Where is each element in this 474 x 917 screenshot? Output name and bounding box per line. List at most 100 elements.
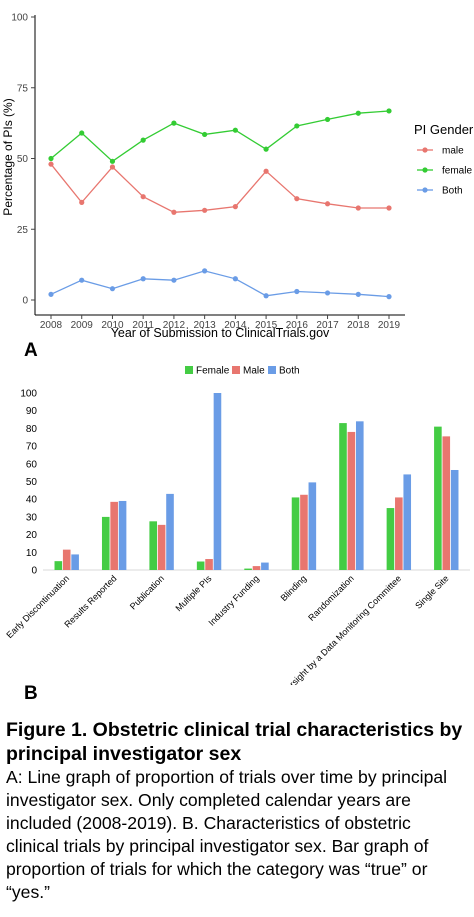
data-point-female: [355, 110, 361, 116]
bar-both: [450, 469, 459, 570]
x-tick-label: 2013: [194, 320, 217, 331]
legend-entry: female: [442, 166, 472, 177]
y-tick-label: 100: [20, 389, 37, 400]
legend-entry: Male: [243, 366, 265, 377]
x-tick-label: 2009: [71, 320, 94, 331]
legend-entry: Female: [196, 366, 230, 377]
y-tick-label: 30: [26, 512, 38, 523]
data-point-female: [202, 131, 208, 138]
x-tick-label: 2011: [132, 320, 154, 331]
data-point-male: [324, 201, 331, 207]
panel-label-b: B: [24, 683, 38, 704]
bar-male: [157, 524, 166, 570]
data-point-female: [263, 146, 269, 152]
data-point-female: [109, 158, 116, 164]
data-point-male: [202, 207, 208, 213]
bar-both: [261, 562, 269, 570]
x-tick-label: 2015: [255, 320, 278, 331]
category-label: Publication: [128, 573, 166, 611]
y-tick-label: 80: [26, 424, 38, 435]
data-point-both: [355, 291, 361, 297]
data-point-male: [232, 204, 238, 210]
category-label: Early Discontinuation: [4, 573, 71, 640]
y-tick-label: 70: [26, 442, 38, 453]
legend-entry: male: [442, 146, 464, 157]
y-tick-label: 0: [31, 566, 37, 577]
y-tick-label: 90: [26, 406, 38, 417]
bar-female: [196, 561, 205, 570]
figure-caption: Figure 1. Obstetric clinical trial chara…: [6, 718, 468, 904]
category-label: Multiple PIs: [173, 573, 213, 613]
category-label: Blinding: [279, 573, 309, 603]
bar-male: [205, 559, 213, 570]
y-tick-label: 25: [17, 225, 29, 236]
legend-key-point: [422, 147, 428, 153]
bars: [54, 393, 459, 570]
legend: Female Male Both: [185, 366, 300, 377]
data-point-female: [79, 130, 85, 136]
line-chart-pi-gender: Percentage of PIs (%) Year of Submission…: [1, 13, 474, 341]
legend-key-point: [422, 187, 428, 193]
x-tick-label: 2016: [286, 320, 309, 331]
axes: 0 25 50 75 100 2008 2009 2010 2011 2012 2013 2014 20…: [11, 13, 405, 331]
data-point-male: [48, 161, 54, 167]
bar-both: [308, 482, 317, 570]
data-point-both: [232, 276, 238, 282]
x-tick-label: 2010: [101, 320, 124, 331]
data-point-both: [202, 268, 208, 274]
bar-both: [355, 421, 364, 570]
bar-chart-trial-characteristics: Female Male Both 0 10 20 30 40 50 60 70 80 90 100 Ear…: [4, 366, 470, 685]
data-point-both: [386, 294, 392, 300]
series-lines: [48, 108, 392, 300]
data-point-male: [109, 164, 116, 170]
series-line-female: [50, 110, 390, 163]
x-axis-label: Year of Submission to ClinicalTrials.gov: [111, 326, 330, 340]
y-axis-label: Percentage of PIs (%): [1, 98, 15, 215]
y-tick-label: 50: [17, 154, 29, 165]
data-point-male: [79, 199, 85, 205]
bar-male: [252, 566, 261, 570]
series-line-both: [50, 270, 390, 298]
y-tick-label: 60: [26, 459, 38, 470]
series-line-male: [50, 163, 389, 213]
category-label: Results Reported: [62, 573, 118, 629]
caption-body: A: Line graph of proportion of trials ov…: [6, 767, 448, 902]
data-point-male: [263, 168, 269, 174]
legend-swatch: [185, 366, 193, 374]
bar-female: [244, 568, 252, 570]
x-tick-label: 2018: [347, 320, 370, 331]
bar-male: [62, 549, 71, 570]
legend-title: PI Gender: [414, 122, 474, 137]
data-point-male: [386, 205, 392, 211]
data-point-both: [79, 277, 85, 283]
bar-female: [386, 508, 395, 570]
bar-both: [213, 393, 222, 570]
bar-male: [110, 501, 118, 570]
bar-female: [339, 423, 347, 570]
y-tick-label: 75: [17, 83, 29, 94]
legend-key-point: [422, 167, 428, 173]
data-point-male: [294, 196, 300, 202]
y-tick-label: 100: [11, 13, 28, 24]
data-point-both: [109, 286, 116, 292]
y-tick-label: 10: [26, 548, 38, 559]
y-tick-label: 50: [26, 477, 38, 488]
data-point-both: [263, 293, 269, 299]
y-tick-label: 40: [26, 495, 38, 506]
bar-female: [291, 497, 300, 570]
legend: PI Gender male female Both: [414, 122, 474, 197]
category-label: Industry Funding: [206, 573, 260, 627]
bar-male: [347, 431, 356, 570]
data-point-both: [140, 276, 146, 282]
bar-female: [54, 561, 63, 570]
data-point-female: [232, 127, 238, 133]
x-tick-label: 2014: [224, 320, 247, 331]
y-tick-label: 20: [26, 530, 38, 541]
bar-female: [434, 426, 442, 570]
data-point-both: [324, 290, 331, 296]
data-point-female: [324, 116, 331, 123]
x-tick-label: 2008: [40, 320, 63, 331]
x-tick-label: 2019: [378, 320, 401, 331]
data-point-both: [48, 291, 54, 297]
category-label: Randomization: [306, 573, 356, 623]
